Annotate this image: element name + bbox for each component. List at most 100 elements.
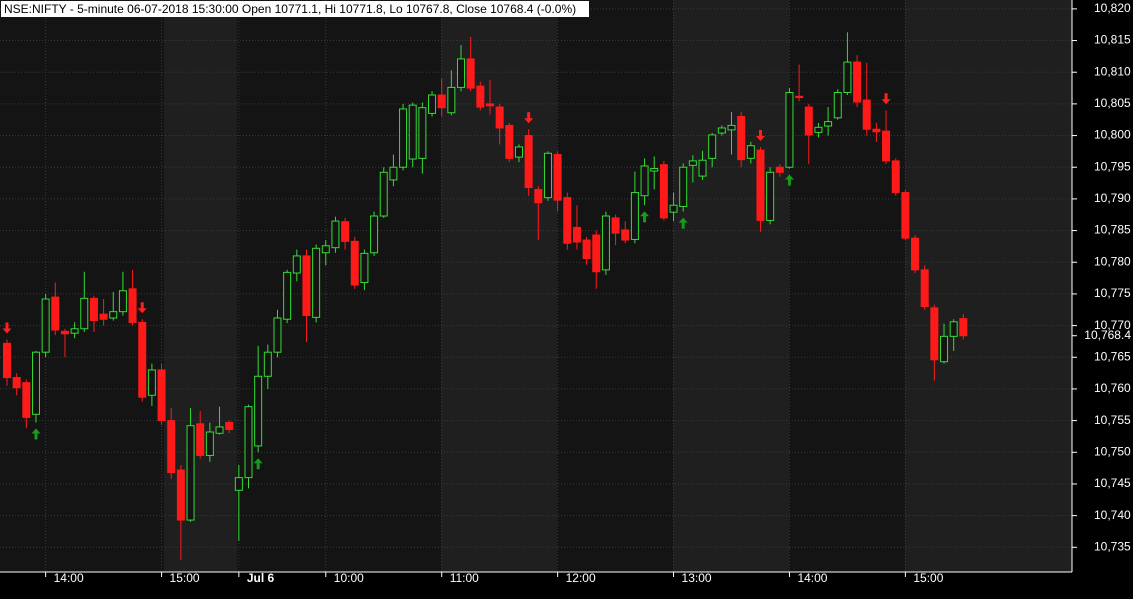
y-tick-label: 10,800 (1094, 128, 1131, 142)
y-tick-label: 10,795 (1094, 159, 1131, 173)
x-tick-label: 15:00 (170, 571, 200, 585)
candle-body (370, 215, 379, 254)
candle-body (688, 160, 697, 166)
candle-body (775, 166, 784, 173)
candle-body (292, 255, 301, 274)
candle-body (331, 220, 340, 249)
candle-body (524, 135, 533, 188)
candle-body (920, 269, 929, 308)
candle-body (12, 377, 21, 389)
candle-body (379, 171, 388, 217)
candle-body (254, 375, 263, 447)
y-tick-label: 10,735 (1094, 539, 1131, 553)
candle-body (457, 58, 466, 88)
candle-body (853, 61, 862, 103)
y-tick-label: 10,765 (1094, 349, 1131, 363)
y-tick-label: 10,740 (1094, 508, 1131, 522)
candle-body (466, 58, 475, 89)
candle-body (89, 297, 98, 322)
candle-body (399, 108, 408, 168)
sell-arrow (2, 322, 12, 334)
candle-body (283, 271, 292, 320)
y-tick-label: 10,750 (1094, 444, 1131, 458)
candle-body (22, 382, 31, 418)
candle-body (215, 426, 224, 434)
last-price-label: 10,768.4 (1084, 328, 1131, 342)
candle-body (930, 307, 939, 361)
x-tick-label: 15:00 (913, 571, 943, 585)
candle-body (611, 217, 620, 234)
sell-arrow (881, 93, 891, 105)
candle-body (128, 288, 137, 323)
candle-body (476, 85, 485, 108)
candle-body (659, 164, 668, 219)
candle-body (495, 106, 504, 129)
y-tick-label: 10,785 (1094, 223, 1131, 237)
candle-body (630, 192, 639, 240)
candle-body (302, 255, 311, 316)
title-box (1, 1, 589, 17)
candle-body (891, 160, 900, 194)
candle-body (862, 99, 871, 130)
candle-body (196, 423, 205, 456)
candle-body (592, 234, 601, 273)
candle-body (563, 197, 572, 244)
y-tick-label: 10,775 (1094, 286, 1131, 300)
candle-body (505, 124, 514, 159)
candle-body (3, 342, 11, 379)
candle-body (186, 425, 195, 521)
y-tick-label: 10,755 (1094, 413, 1131, 427)
candle-body (911, 237, 920, 271)
candle-body (940, 335, 949, 363)
candle-body (804, 106, 813, 136)
candle-body (167, 420, 176, 474)
y-tick-label: 10,815 (1094, 33, 1131, 47)
candle-body (959, 318, 968, 337)
candle-body (543, 152, 552, 199)
y-tick-label: 10,810 (1094, 64, 1131, 78)
axes: 10,735 10,740 10,745 10,750 10,755 10,760 10,7… (45, 1, 1131, 585)
candle-body (109, 311, 118, 319)
candle-body (669, 204, 678, 213)
candle-body (273, 317, 282, 353)
candle-body (157, 369, 166, 422)
buy-arrow (678, 217, 688, 229)
buy-arrow (253, 458, 263, 470)
candle-body (708, 134, 717, 159)
x-tick-label: 14:00 (797, 571, 827, 585)
candle-body (650, 167, 659, 172)
x-tick-label: 12:00 (566, 571, 596, 585)
candle-body (766, 171, 775, 221)
candle-body (312, 247, 321, 318)
candle-body (601, 215, 610, 271)
candle-body (737, 116, 746, 161)
candle-body (534, 188, 543, 204)
candle-body (118, 290, 127, 313)
candle-body (147, 369, 156, 396)
session-band (164, 0, 237, 572)
candle-body (234, 477, 243, 491)
candle-body (833, 91, 842, 119)
candle-body (80, 297, 89, 330)
candle-body (418, 107, 427, 159)
candle-body (360, 252, 369, 284)
x-tick-label: 13:00 (682, 571, 712, 585)
candle-body (60, 330, 69, 335)
candle-body (176, 469, 185, 521)
y-tick-label: 10,745 (1094, 476, 1131, 490)
candle-body (843, 61, 852, 93)
x-tick-label: 10:00 (334, 571, 364, 585)
candle-body (795, 95, 804, 99)
candle-body (717, 127, 726, 134)
candle-body (437, 94, 446, 109)
sell-arrow (137, 302, 147, 314)
candle-body (70, 328, 79, 334)
candle-body (949, 321, 958, 337)
buy-arrow (31, 428, 41, 440)
candle-body (621, 229, 630, 241)
candle-body (486, 103, 494, 107)
y-tick-label: 10,790 (1094, 191, 1131, 205)
y-tick-label: 10,805 (1094, 96, 1131, 110)
x-tick-label: Jul 6 (247, 571, 275, 585)
